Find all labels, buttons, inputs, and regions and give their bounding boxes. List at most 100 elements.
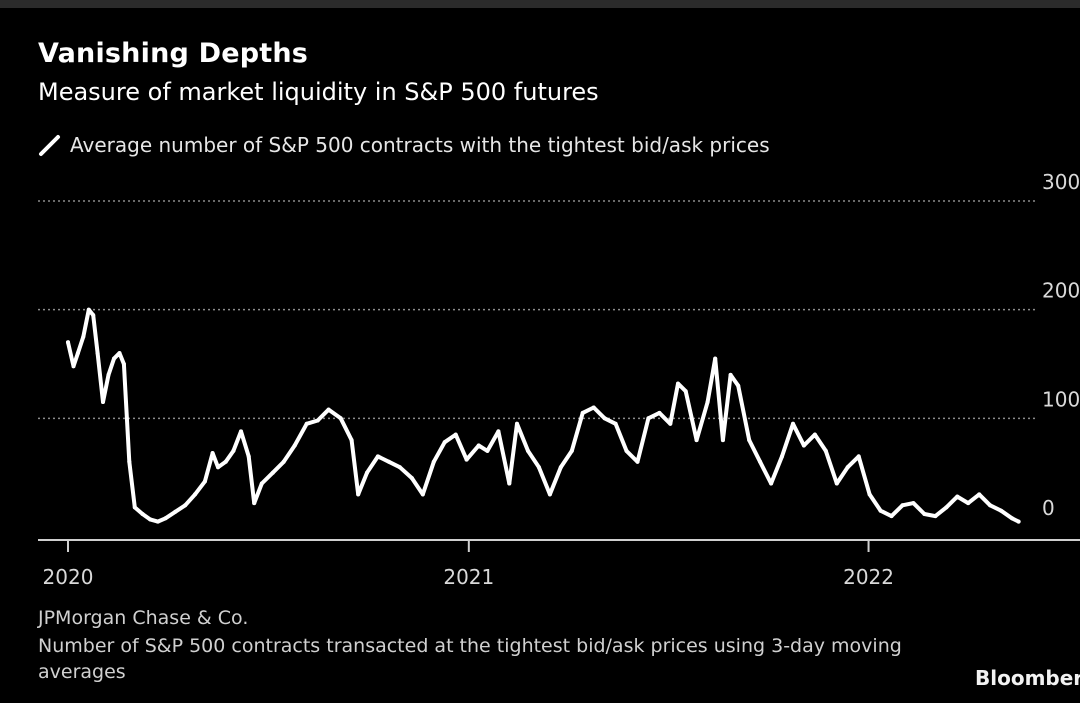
data-point	[966, 501, 971, 506]
data-point	[646, 416, 651, 421]
data-point	[356, 492, 361, 497]
legend: Average number of S&P 500 contracts with…	[38, 133, 770, 157]
data-point	[1016, 519, 1021, 524]
data-point	[526, 448, 530, 453]
x-axis: 2020 2021 2022	[38, 539, 1080, 589]
data-point	[955, 494, 960, 499]
data-point	[95, 351, 100, 356]
legend-line-icon	[39, 135, 60, 156]
data-point	[694, 438, 699, 443]
data-point	[922, 512, 927, 516]
data-point	[112, 356, 116, 361]
data-point	[163, 516, 168, 521]
data-point	[66, 340, 70, 345]
data-point	[246, 454, 251, 459]
data-point	[911, 501, 916, 506]
data-point	[338, 416, 343, 421]
data-point	[239, 429, 243, 434]
data-point	[349, 438, 354, 443]
data-point	[281, 459, 286, 464]
data-point	[602, 416, 607, 421]
data-point	[420, 492, 425, 497]
data-point	[496, 429, 501, 434]
x-tick-label-2022: 2022	[843, 565, 894, 589]
data-point	[91, 313, 96, 318]
data-point	[216, 465, 220, 470]
data-point	[1010, 516, 1014, 521]
x-tick-label-2020: 2020	[43, 565, 94, 589]
data-point	[515, 421, 519, 426]
x-tick-label-2021: 2021	[443, 565, 494, 589]
data-point	[812, 432, 817, 437]
data-point	[867, 492, 872, 497]
data-point	[442, 440, 447, 445]
data-point	[944, 505, 949, 510]
y-tick-label-200: 200	[1042, 279, 1080, 303]
data-point	[121, 362, 126, 366]
y-tick-label-0: 0	[1042, 496, 1055, 520]
data-point	[231, 448, 236, 453]
data-point	[624, 448, 629, 453]
data-point	[183, 503, 188, 508]
data-point	[720, 438, 725, 443]
y-tick-label-100: 100	[1042, 387, 1080, 411]
data-point	[736, 383, 741, 388]
data-point	[375, 454, 380, 459]
data-point	[769, 481, 774, 486]
data-point	[71, 364, 76, 369]
legend-label: Average number of S&P 500 contracts with…	[70, 133, 770, 157]
data-point	[613, 421, 618, 426]
bloomberg-logo: Bloomber	[975, 666, 1080, 690]
data-point	[210, 451, 215, 456]
data-point	[889, 514, 894, 519]
data-point	[823, 448, 828, 453]
data-point	[485, 448, 490, 453]
data-point	[106, 372, 111, 377]
data-point	[202, 479, 207, 484]
y-axis-ticks: 0 100 200 300	[1042, 170, 1080, 520]
chart-title: Vanishing Depths	[38, 38, 309, 69]
data-point	[148, 517, 153, 522]
data-point	[705, 400, 710, 404]
data-point	[140, 512, 145, 516]
data-point	[270, 470, 275, 475]
data-point	[386, 459, 391, 464]
data-point	[326, 407, 331, 412]
chart-subtitle: Measure of market liquidity in S&P 500 f…	[38, 78, 599, 106]
data-point	[223, 459, 228, 464]
data-point	[900, 503, 905, 508]
y-tick-label-300: 300	[1042, 170, 1080, 194]
data-point	[683, 389, 688, 394]
data-point	[304, 421, 309, 426]
data-point	[476, 443, 481, 448]
data-point	[173, 509, 178, 514]
data-point	[431, 459, 436, 464]
data-point	[397, 465, 402, 470]
data-point	[315, 418, 320, 423]
data-point	[878, 508, 883, 513]
data-point	[780, 454, 784, 459]
data-point	[999, 508, 1004, 513]
data-point	[933, 514, 938, 519]
data-point	[977, 492, 982, 497]
data-point	[409, 476, 414, 481]
source-note: JPMorgan Chase & Co.	[38, 607, 249, 629]
data-point	[292, 443, 297, 448]
data-point	[988, 503, 993, 508]
data-point	[791, 421, 795, 426]
data-point	[507, 481, 512, 486]
data-point	[728, 372, 733, 377]
data-point	[845, 465, 850, 470]
top-bar	[0, 0, 1080, 8]
data-point	[117, 351, 122, 356]
grid-lines	[38, 200, 1035, 420]
data-point	[580, 410, 585, 415]
data-point	[464, 457, 469, 462]
data-point	[591, 405, 596, 410]
data-point	[834, 481, 839, 486]
series-line	[66, 307, 1021, 524]
data-point	[801, 443, 806, 448]
series-points	[66, 307, 1021, 524]
data-point	[252, 501, 257, 506]
data-point	[81, 334, 86, 339]
